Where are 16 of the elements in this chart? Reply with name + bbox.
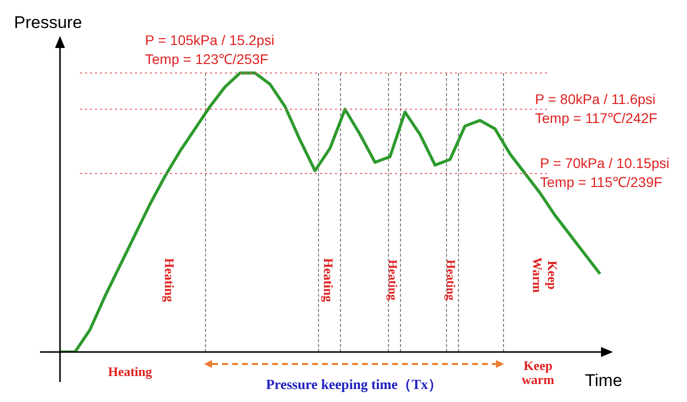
annotation: Heating [386, 260, 400, 300]
annotation: P = 70kPa / 10.15psi [540, 155, 670, 171]
x-axis-title: Time [585, 371, 622, 390]
y-axis-title: Pressure [14, 13, 82, 32]
text: Heating [108, 364, 153, 379]
annotation: Heating [321, 258, 336, 303]
annotation: Temp = 117℃/242F [535, 110, 658, 126]
annotation: Temp = 115℃/239F [540, 174, 662, 190]
annotation: Keep Warm [530, 257, 560, 293]
text: Pressure keeping time（Tx） [266, 378, 442, 393]
text: Temp = 123℃/253F [145, 51, 268, 67]
annotation: P = 80kPa / 11.6psi [535, 91, 656, 107]
text: P = 105kPa / 15.2psi [145, 32, 274, 48]
text: Keep warm [522, 358, 554, 387]
annotation: Heating [162, 258, 177, 303]
annotation: Heating [444, 260, 458, 300]
